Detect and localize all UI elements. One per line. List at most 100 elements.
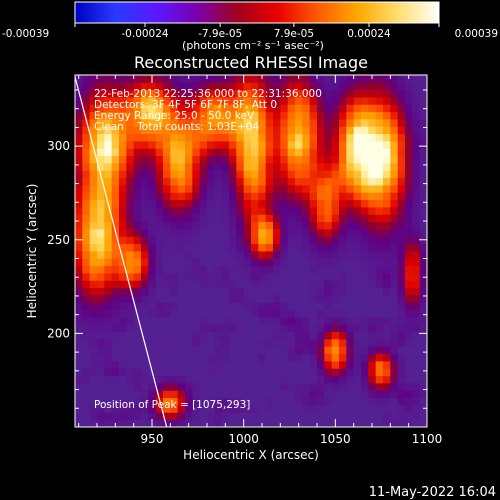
heatmap-cell	[185, 199, 193, 208]
heatmap-cell	[383, 412, 391, 421]
heatmap-cell	[75, 383, 83, 391]
heatmap-cell	[397, 89, 406, 98]
heatmap-cell	[302, 126, 311, 135]
heatmap-cell	[273, 251, 281, 259]
heatmap-cell	[324, 163, 333, 171]
heatmap-cell	[243, 126, 252, 135]
heatmap-cell	[317, 192, 325, 201]
heatmap-cell	[302, 346, 311, 355]
heatmap-cell	[339, 97, 347, 105]
heatmap-cell	[390, 229, 399, 237]
heatmap-cell	[199, 375, 208, 384]
heatmap-cell	[185, 287, 193, 296]
heatmap-cell	[221, 390, 230, 399]
heatmap-cell	[405, 185, 413, 193]
heatmap-cell	[89, 412, 98, 421]
heatmap-cell	[75, 170, 83, 179]
heatmap-cell	[104, 185, 113, 193]
heatmap-cell	[133, 82, 142, 91]
heatmap-cell	[97, 185, 105, 193]
heatmap-cell	[353, 75, 362, 83]
heatmap-cell	[397, 405, 406, 413]
heatmap-cell	[192, 133, 201, 142]
heatmap-cell	[405, 390, 413, 399]
heatmap-cell	[273, 397, 281, 406]
heatmap-cell	[177, 397, 186, 406]
heatmap-cell	[133, 104, 142, 113]
heatmap-cell	[339, 119, 347, 127]
heatmap-cell	[302, 251, 311, 259]
heatmap-cell	[89, 368, 98, 377]
heatmap-cell	[177, 82, 186, 91]
heatmap-cell	[111, 295, 120, 303]
heatmap-cell	[280, 405, 289, 413]
heatmap-cell	[397, 258, 406, 267]
heatmap-cell	[170, 287, 179, 296]
heatmap-cell	[243, 361, 252, 369]
heatmap-cell	[229, 251, 237, 259]
heatmap-cell	[280, 295, 289, 303]
heatmap-cell	[236, 412, 245, 421]
heatmap-cell	[133, 97, 142, 105]
heatmap-cell	[133, 331, 142, 340]
heatmap-cell	[229, 155, 237, 164]
heatmap-cell	[199, 280, 208, 289]
heatmap-cell	[375, 214, 384, 223]
heatmap-cell	[397, 163, 406, 171]
heatmap-cell	[126, 280, 135, 289]
heatmap-cell	[148, 265, 157, 274]
heatmap-cell	[375, 339, 384, 347]
heatmap-cell	[375, 324, 384, 333]
heatmap-cell	[148, 405, 157, 413]
heatmap-cell	[339, 295, 347, 303]
heatmap-cell	[302, 412, 311, 421]
heatmap-cell	[229, 265, 237, 274]
heatmap-cell	[141, 390, 149, 399]
heatmap-cell	[265, 133, 274, 142]
heatmap-cell	[207, 97, 215, 105]
heatmap-cell	[287, 331, 296, 340]
heatmap-cell	[397, 324, 406, 333]
heatmap-cell	[214, 207, 223, 215]
heatmap-cell	[82, 199, 91, 208]
heatmap-cell	[280, 258, 289, 267]
heatmap-cell	[199, 361, 208, 369]
heatmap-cell	[82, 273, 91, 281]
heatmap-cell	[309, 368, 318, 377]
heatmap-cell	[97, 141, 105, 149]
heatmap-cell	[229, 419, 237, 427]
heatmap-cell	[258, 236, 267, 245]
heatmap-cell	[104, 75, 113, 83]
heatmap-cell	[141, 368, 149, 377]
heatmap-cell	[346, 214, 355, 223]
heatmap-cell	[199, 148, 208, 157]
heatmap-cell	[405, 229, 413, 237]
heatmap-cell	[82, 89, 91, 98]
heatmap-cell	[214, 185, 223, 193]
heatmap-cell	[317, 368, 325, 377]
heatmap-cell	[361, 199, 369, 208]
heatmap-cell	[273, 265, 281, 274]
heatmap-cell	[111, 236, 120, 245]
heatmap-cell	[287, 280, 296, 289]
heatmap-cell	[317, 214, 325, 223]
heatmap-cell	[163, 405, 171, 413]
heatmap-cell	[383, 155, 391, 164]
heatmap-cell	[353, 346, 362, 355]
heatmap-cell	[346, 397, 355, 406]
heatmap-cell	[82, 405, 91, 413]
heatmap-cell	[221, 273, 230, 281]
heatmap-cell	[111, 119, 120, 127]
heatmap-cell	[339, 214, 347, 223]
heatmap-cell	[383, 265, 391, 274]
heatmap-cell	[383, 170, 391, 179]
heatmap-cell	[397, 126, 406, 135]
heatmap-cell	[419, 353, 427, 362]
heatmap-cell	[273, 221, 281, 230]
heatmap-cell	[82, 170, 91, 179]
heatmap-cell	[390, 243, 399, 252]
heatmap-cell	[111, 104, 120, 113]
heatmap-cell	[126, 339, 135, 347]
heatmap-cell	[324, 148, 333, 157]
heatmap-cell	[119, 133, 127, 142]
